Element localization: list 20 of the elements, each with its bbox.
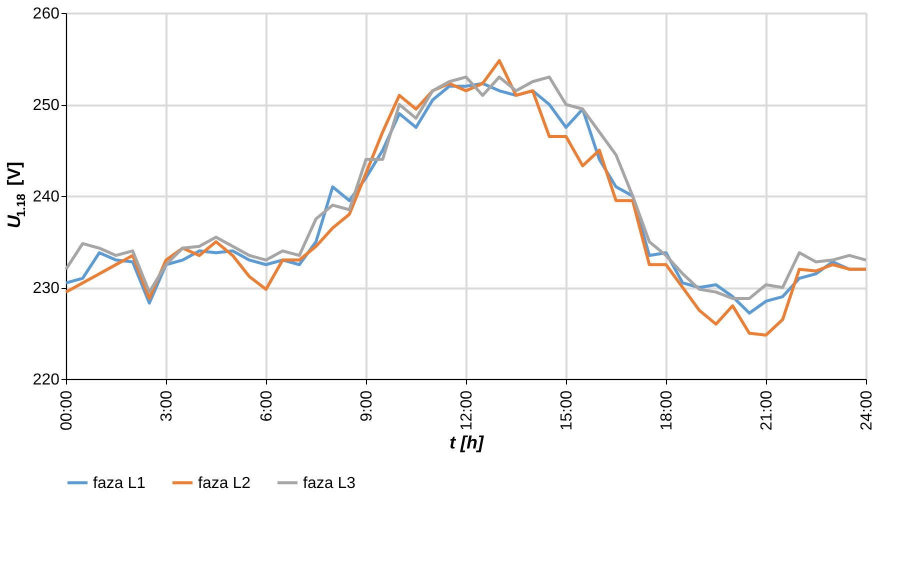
x-tick-label: 3:00 — [158, 390, 176, 422]
x-axis-title: t [h] — [450, 432, 484, 453]
line-series — [64, 59, 868, 337]
legend-label: faza L2 — [198, 474, 251, 492]
y-tick-label: 220 — [32, 372, 60, 388]
y-axis-title: U1.18 [V] — [4, 162, 28, 228]
x-tick-label: 15:00 — [558, 390, 576, 431]
y-tick-label: 230 — [32, 280, 60, 297]
x-tick-label: 00:00 — [58, 390, 76, 431]
y-tick-label: 250 — [32, 97, 60, 114]
x-tick-label: 24:00 — [858, 390, 876, 431]
x-tick-label: 18:00 — [658, 390, 676, 431]
x-tick-label: 21:00 — [758, 390, 776, 431]
y-tick-label: 240 — [32, 188, 60, 206]
x-tick-label: 6:00 — [258, 390, 276, 422]
legend-label: faza L1 — [93, 474, 146, 492]
x-tick-label: 9:00 — [358, 390, 376, 422]
legend-label: faza L3 — [303, 474, 356, 492]
x-tick-label: 12:00 — [458, 390, 476, 431]
y-tick-label: 260 — [32, 6, 60, 22]
